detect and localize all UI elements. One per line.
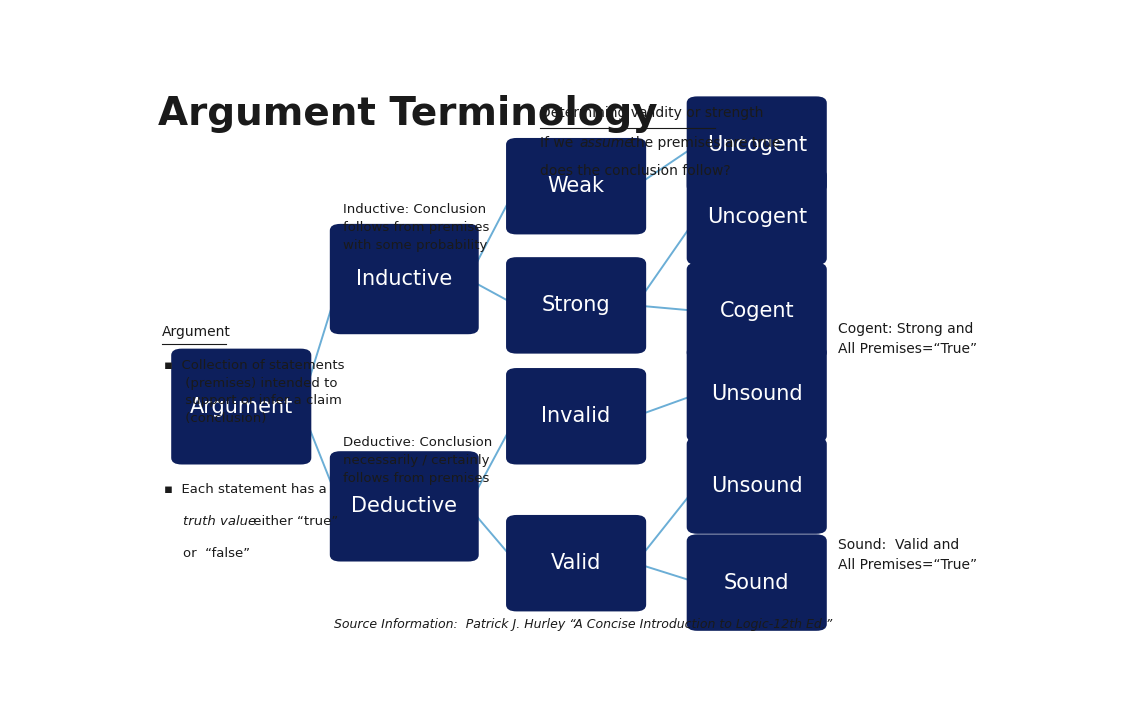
FancyBboxPatch shape: [506, 257, 646, 354]
Text: Uncogent: Uncogent: [707, 207, 807, 227]
Text: Unsound: Unsound: [711, 476, 803, 495]
Text: ▪  Collection of statements
     (premises) intended to
     support or infer a : ▪ Collection of statements (premises) in…: [164, 359, 345, 425]
FancyBboxPatch shape: [506, 138, 646, 235]
Text: If we: If we: [540, 136, 578, 150]
Text: Deductive: Conclusion
necessarily / certainly
follows from premises: Deductive: Conclusion necessarily / cert…: [343, 436, 492, 485]
FancyBboxPatch shape: [687, 437, 827, 534]
FancyBboxPatch shape: [687, 263, 827, 359]
FancyBboxPatch shape: [506, 515, 646, 611]
Text: truth value: truth value: [183, 515, 256, 528]
Text: Uncogent: Uncogent: [707, 135, 807, 155]
FancyBboxPatch shape: [687, 534, 827, 631]
Text: Argument: Argument: [161, 325, 231, 339]
Text: or  “false”: or “false”: [183, 547, 250, 560]
Text: Argument Terminology: Argument Terminology: [158, 95, 657, 132]
Text: the premises are true,: the premises are true,: [625, 136, 785, 150]
FancyBboxPatch shape: [687, 346, 827, 442]
Text: Deductive: Deductive: [351, 496, 457, 516]
Text: does the conclusion follow?: does the conclusion follow?: [540, 164, 731, 178]
Text: Sound: Sound: [724, 572, 789, 593]
Text: Determining validity or strength: Determining validity or strength: [540, 106, 764, 120]
FancyBboxPatch shape: [506, 368, 646, 464]
FancyBboxPatch shape: [330, 451, 479, 562]
Text: Unsound: Unsound: [711, 384, 803, 404]
Text: Weak: Weak: [548, 176, 605, 196]
Text: Argument: Argument: [190, 397, 293, 417]
FancyBboxPatch shape: [330, 224, 479, 334]
Text: Sound:  Valid and
All Premises=“True”: Sound: Valid and All Premises=“True”: [838, 539, 978, 572]
Text: assume: assume: [579, 136, 633, 150]
Text: Cogent: Cogent: [720, 301, 794, 321]
FancyBboxPatch shape: [172, 348, 312, 464]
Text: Strong: Strong: [542, 295, 611, 315]
Text: Cogent: Strong and
All Premises=“True”: Cogent: Strong and All Premises=“True”: [838, 322, 978, 356]
Text: Valid: Valid: [551, 553, 601, 573]
Text: ▪  Each statement has a: ▪ Each statement has a: [164, 483, 327, 496]
FancyBboxPatch shape: [687, 168, 827, 265]
Text: Inductive: Inductive: [356, 269, 453, 289]
Text: Invalid: Invalid: [541, 406, 611, 426]
Text: either “true”: either “true”: [249, 515, 338, 528]
FancyBboxPatch shape: [687, 96, 827, 193]
Text: Inductive: Conclusion
follows from premises
with some probability: Inductive: Conclusion follows from premi…: [343, 203, 489, 252]
Text: Source Information:  Patrick J. Hurley “A Concise Introduction to Logic-12th Ed.: Source Information: Patrick J. Hurley “A…: [333, 618, 832, 631]
